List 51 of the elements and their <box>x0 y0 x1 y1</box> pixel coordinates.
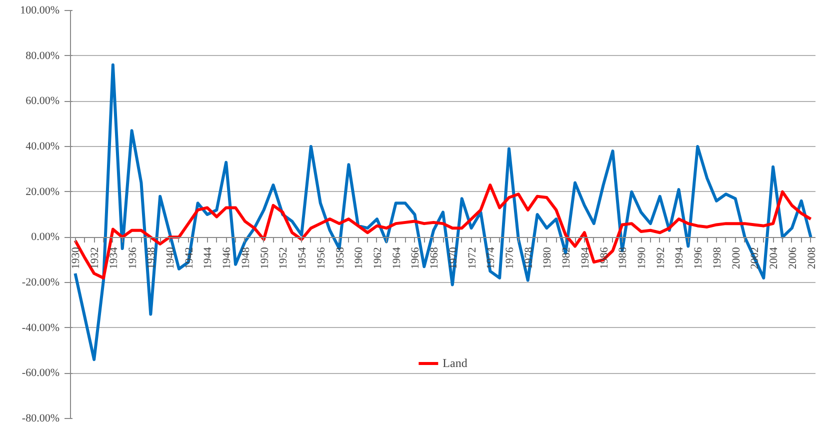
x-tick-label: 1932 <box>89 247 102 270</box>
x-tick-label: 1970 <box>447 246 460 270</box>
x-tick-label: 1936 <box>126 246 139 270</box>
x-tick-label: 1978 <box>522 246 535 270</box>
x-tick-label: 1956 <box>315 246 328 270</box>
x-tick-label: 1984 <box>579 246 592 270</box>
x-tick-label: 2004 <box>768 246 780 270</box>
x-tick-label: 1964 <box>390 246 403 270</box>
x-tick-label: 2006 <box>786 246 799 270</box>
legend-label: Land <box>442 356 468 370</box>
x-tick-label: 1938 <box>146 246 158 270</box>
x-tick-label: 1942 <box>183 247 196 270</box>
y-tick-label: -60.00% <box>22 367 60 380</box>
x-tick-label: 1954 <box>296 246 309 270</box>
x-tick-label: 2008 <box>806 246 818 270</box>
x-tick-label: 1960 <box>353 246 366 270</box>
x-tick-label: 1948 <box>240 246 252 270</box>
x-tick-label: 1980 <box>542 246 554 270</box>
x-tick-label: 1952 <box>278 247 290 270</box>
x-tick-label: 1946 <box>221 246 234 270</box>
x-tick-label: 1972 <box>466 247 478 270</box>
x-tick-label: 1966 <box>410 246 422 270</box>
x-tick-label: 1944 <box>202 246 214 270</box>
y-tick-label: 0.00% <box>31 231 60 244</box>
x-tick-label: 1940 <box>164 246 177 270</box>
x-tick-label: 1974 <box>485 246 498 270</box>
x-tick-label: 1962 <box>372 247 384 270</box>
x-tick-label: 1958 <box>334 246 346 270</box>
x-tick-label: 1930 <box>70 246 82 270</box>
x-tick-label: 1934 <box>108 246 120 270</box>
x-tick-label: 1976 <box>504 246 516 270</box>
x-tick-label: 1992 <box>654 247 667 270</box>
x-tick-label: 1982 <box>560 247 573 270</box>
x-tick-label: 2002 <box>749 247 762 270</box>
x-tick-label: 2000 <box>730 246 742 270</box>
x-tick-label: 1990 <box>636 246 648 270</box>
x-tick-label: 1998 <box>711 246 724 270</box>
y-tick-label: 40.00% <box>26 140 60 152</box>
x-tick-label: 1994 <box>674 246 686 270</box>
y-tick-label: 100.00% <box>20 4 60 16</box>
y-tick-label: -40.00% <box>22 322 60 334</box>
y-tick-label: 60.00% <box>26 95 60 108</box>
x-tick-label: 1988 <box>617 246 630 270</box>
x-tick-label: 1996 <box>692 246 705 270</box>
y-tick-label: 80.00% <box>26 50 60 62</box>
x-tick-label: 1950 <box>258 246 271 270</box>
x-tick-label: 1986 <box>598 246 610 270</box>
y-tick-label: 20.00% <box>26 186 60 198</box>
y-tick-label: -20.00% <box>22 276 60 288</box>
y-tick-label: -80.00% <box>22 412 60 424</box>
x-tick-label: 1968 <box>428 246 441 270</box>
